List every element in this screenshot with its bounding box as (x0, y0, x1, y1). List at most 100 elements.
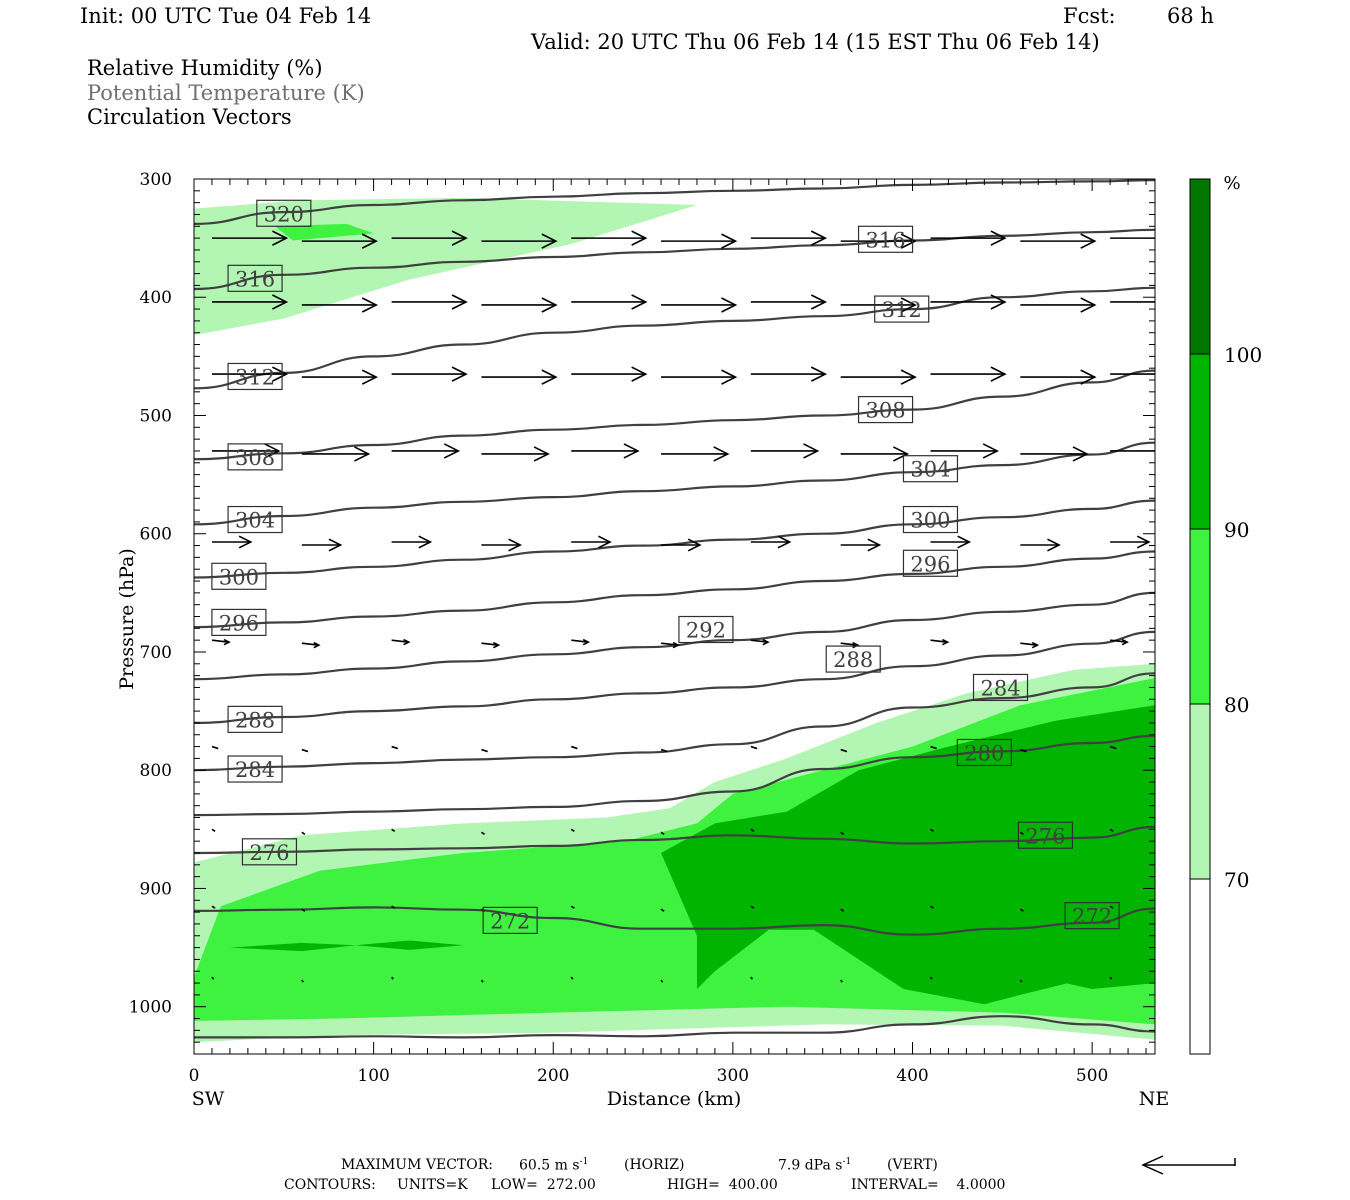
contour-label-300: 300 (211, 562, 267, 590)
relative-humidity-fill (194, 197, 1155, 1043)
theta-contour-304 (194, 441, 1155, 526)
theta-contour-300 (194, 499, 1155, 579)
svg-text:296: 296 (910, 552, 950, 576)
colorbar-tick-label: 90 (1224, 518, 1249, 542)
vector-arrow (571, 535, 612, 549)
contour-label-300: 300 (902, 505, 959, 534)
vector-arrow (930, 294, 1007, 310)
vector-arrow (481, 446, 550, 462)
vector-arrow (212, 230, 289, 246)
rh-region-5 (229, 942, 356, 952)
vector-arrow (750, 366, 828, 382)
init-time: Init: 00 UTC Tue 04 Feb 14 (80, 4, 372, 28)
contour-label-312: 312 (874, 295, 930, 323)
contour-label-308: 308 (857, 395, 914, 424)
vector-arrow (301, 233, 379, 249)
vector-arrow (571, 230, 648, 246)
valid-time: Valid: 20 UTC Thu 06 Feb 14 (15 EST Thu … (531, 30, 1100, 54)
vector-arrow (570, 828, 575, 833)
vector-arrow (930, 828, 935, 833)
vector-arrow (211, 638, 231, 646)
svg-text:300: 300 (910, 509, 950, 533)
vector-arrow (571, 366, 648, 382)
contours-label: CONTOURS: (284, 1177, 376, 1193)
vector-arrow (571, 638, 591, 646)
vector-arrow (391, 230, 468, 246)
svg-text:308: 308 (866, 399, 906, 423)
vector-arrow (1109, 745, 1117, 750)
x-tick-label: 300 (717, 1066, 749, 1086)
colorbar-tick-label: 100 (1224, 343, 1262, 367)
svg-text:316: 316 (235, 267, 275, 291)
vector-arrow (391, 535, 433, 549)
vector-arrow (301, 748, 309, 753)
vector-arrow (840, 748, 848, 753)
vector-arrow (840, 446, 910, 462)
vector-arrow (930, 443, 999, 459)
svg-text:304: 304 (910, 458, 950, 482)
vector-arrow (391, 745, 399, 750)
theta-contour-288 (194, 630, 1155, 724)
vector-arrow (211, 905, 216, 909)
y-tick-label: 900 (140, 879, 172, 899)
reference-vector-arrow (1141, 1155, 1236, 1175)
vector-arrow (481, 831, 485, 836)
contour-label-316: 316 (227, 264, 283, 292)
svg-text:312: 312 (882, 298, 922, 322)
x-tick-label: 200 (537, 1066, 569, 1086)
colorbar-segment (1190, 354, 1210, 529)
vector-arrow (481, 538, 522, 552)
forecast-hour: 68 h (1167, 4, 1214, 28)
colorbar-unit: % (1223, 173, 1240, 194)
vector-arrow (840, 831, 845, 836)
vector-arrow (211, 976, 215, 980)
y-tick-label: 500 (140, 406, 172, 426)
vector-arrow (301, 538, 343, 552)
rh-region-4 (661, 705, 1155, 1005)
vector-arrow (660, 831, 665, 836)
y-tick-label: 400 (140, 288, 172, 308)
vector-arrow (1110, 638, 1129, 646)
contour-label-272: 272 (482, 906, 538, 934)
vector-arrow (1110, 373, 1155, 375)
vector-arrow (750, 443, 820, 459)
x-right-end-label: NE (1139, 1088, 1170, 1110)
vector-arrow (1020, 446, 1089, 462)
vector-arrow (1020, 297, 1097, 313)
y-tick-label: 700 (140, 643, 172, 663)
vector-arrow (480, 979, 484, 983)
max-vector-horiz: 60.5 m s-1 (519, 1157, 589, 1174)
vector-arrow (301, 297, 379, 313)
contour-label-304: 304 (902, 455, 959, 483)
contour-label-288: 288 (227, 705, 283, 733)
horiz-tag: (HORIZ) (624, 1157, 685, 1173)
vector-arrow (660, 641, 680, 649)
contour-label-320: 320 (256, 199, 312, 227)
vector-arrow (750, 638, 770, 646)
colorbar-segment (1190, 879, 1210, 1054)
contour-label-292: 292 (678, 615, 734, 644)
svg-text:276: 276 (1025, 824, 1065, 848)
contour-label-304: 304 (227, 505, 283, 534)
vector-arrow (481, 233, 558, 249)
vert-tag: (VERT) (887, 1157, 938, 1173)
contour-label-276: 276 (241, 838, 298, 866)
vector-arrow (301, 369, 379, 385)
colorbar-tick-label: 80 (1224, 693, 1249, 717)
vector-arrow (212, 443, 281, 459)
axes: 0 100 200 300 400 500 300 400 500 600 700 800 900 100… (129, 170, 1155, 1086)
vector-arrow (211, 745, 219, 750)
vector-arrow (1020, 748, 1027, 753)
vector-arrow (301, 979, 304, 983)
vector-arrow (930, 366, 1007, 382)
y-tick-label: 800 (140, 761, 172, 781)
vector-arrow (570, 905, 575, 909)
contour-label-280: 280 (956, 738, 1012, 767)
vector-arrow (930, 745, 937, 750)
vert-exponent: -1 (842, 1157, 852, 1167)
contour-label-296: 296 (902, 549, 959, 577)
vector-arrow (661, 297, 738, 313)
svg-text:288: 288 (833, 648, 873, 672)
contour-label-284: 284 (227, 755, 283, 783)
theta-contour-316 (194, 228, 1155, 291)
